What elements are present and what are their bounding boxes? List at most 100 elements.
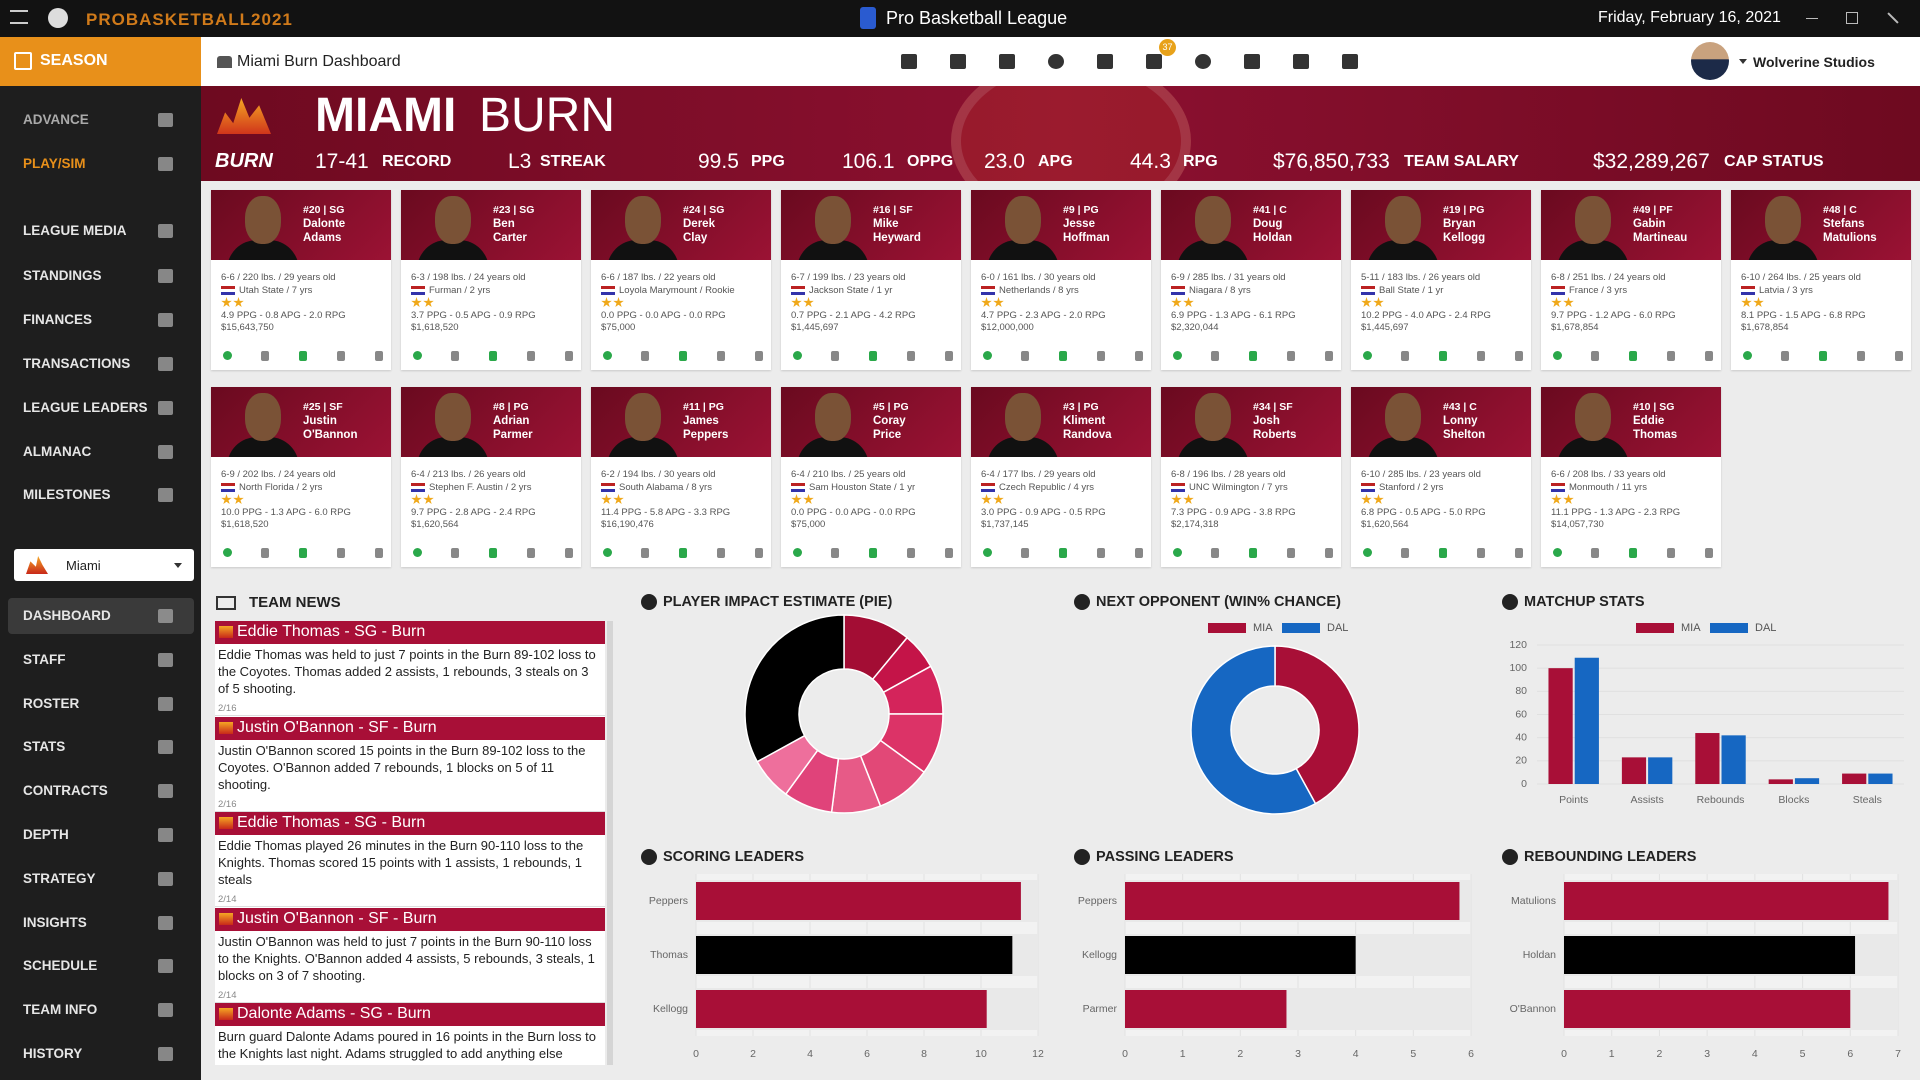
sidebar-item[interactable]: ADVANCE [8, 102, 194, 138]
player-action-icon[interactable] [1325, 351, 1333, 361]
player-action-icon[interactable] [869, 548, 877, 558]
player-action-icon[interactable] [983, 351, 992, 360]
player-action-icon[interactable] [1135, 351, 1143, 361]
toolbar-icon[interactable] [1097, 54, 1113, 69]
player-action-icon[interactable] [223, 548, 232, 557]
player-action-icon[interactable] [1135, 548, 1143, 558]
player-action-icon[interactable] [337, 351, 345, 361]
player-action-icon[interactable] [717, 351, 725, 361]
sidebar-item[interactable]: TRANSACTIONS [8, 346, 194, 382]
sidebar-item[interactable]: ALMANAC [8, 434, 194, 470]
player-action-icon[interactable] [261, 351, 269, 361]
team-select[interactable]: Miami [14, 549, 194, 581]
sidebar-item[interactable]: TEAM INFO [8, 992, 194, 1028]
player-action-icon[interactable] [793, 351, 802, 360]
player-action-icon[interactable] [451, 351, 459, 361]
player-action-icon[interactable] [1325, 548, 1333, 558]
sidebar-item[interactable]: DASHBOARD [8, 598, 194, 634]
restore-button[interactable] [1846, 12, 1858, 24]
player-action-icon[interactable] [1591, 548, 1599, 558]
player-action-icon[interactable] [261, 548, 269, 558]
player-action-icon[interactable] [413, 351, 422, 360]
player-action-icon[interactable] [907, 351, 915, 361]
toolbar-icon[interactable] [1195, 54, 1211, 69]
player-action-icon[interactable] [337, 548, 345, 558]
player-action-icon[interactable] [1097, 351, 1105, 361]
player-action-icon[interactable] [1097, 548, 1105, 558]
player-action-icon[interactable] [641, 548, 649, 558]
player-action-icon[interactable] [1667, 548, 1675, 558]
player-action-icon[interactable] [375, 548, 383, 558]
news-scrollbar[interactable] [607, 621, 613, 1065]
player-action-icon[interactable] [1629, 548, 1637, 558]
player-action-icon[interactable] [1211, 548, 1219, 558]
player-action-icon[interactable] [1021, 351, 1029, 361]
player-action-icon[interactable] [755, 351, 763, 361]
player-action-icon[interactable] [1363, 351, 1372, 360]
player-action-icon[interactable] [527, 351, 535, 361]
player-action-icon[interactable] [1211, 351, 1219, 361]
player-action-icon[interactable] [907, 548, 915, 558]
player-card[interactable]: #23 | SG Ben Carter 6-3 / 198 lbs. / 24 yea… [401, 190, 581, 370]
player-card[interactable]: #43 | C Lonny Shelton 6-10 / 285 lbs. / 23 … [1351, 387, 1531, 567]
sidebar-item[interactable]: LEAGUE MEDIA [8, 213, 194, 249]
player-action-icon[interactable] [1173, 548, 1182, 557]
player-action-icon[interactable] [299, 351, 307, 361]
player-action-icon[interactable] [1515, 548, 1523, 558]
news-headline[interactable]: Dalonte Adams - SG - Burn [237, 1005, 431, 1022]
player-action-icon[interactable] [1515, 351, 1523, 361]
player-action-icon[interactable] [679, 351, 687, 361]
sidebar-item[interactable]: STAFF [8, 642, 194, 678]
user-avatar[interactable] [1691, 42, 1729, 80]
player-card[interactable]: #24 | SG Derek Clay 6-6 / 187 lbs. / 22 yea… [591, 190, 771, 370]
news-headline[interactable]: Eddie Thomas - SG - Burn [237, 623, 426, 640]
player-action-icon[interactable] [223, 351, 232, 360]
player-action-icon[interactable] [1477, 351, 1485, 361]
sidebar-item[interactable]: SCHEDULE [8, 948, 194, 984]
player-action-icon[interactable] [1401, 548, 1409, 558]
player-action-icon[interactable] [1059, 351, 1067, 361]
player-action-icon[interactable] [375, 351, 383, 361]
menu-button[interactable] [10, 10, 28, 24]
player-action-icon[interactable] [717, 548, 725, 558]
player-action-icon[interactable] [755, 548, 763, 558]
player-action-icon[interactable] [451, 548, 459, 558]
player-action-icon[interactable] [565, 548, 573, 558]
sidebar-item[interactable]: INSIGHTS [8, 905, 194, 941]
toolbar-icon[interactable] [1244, 54, 1260, 69]
player-action-icon[interactable] [603, 351, 612, 360]
player-action-icon[interactable] [603, 548, 612, 557]
player-action-icon[interactable] [983, 548, 992, 557]
player-card[interactable]: #3 | PG Kliment Randova 6-4 / 177 lbs. / 29… [971, 387, 1151, 567]
player-card[interactable]: #8 | PG Adrian Parmer 6-4 / 213 lbs. / 26 y… [401, 387, 581, 567]
toolbar-icon[interactable] [1293, 54, 1309, 69]
player-action-icon[interactable] [1819, 351, 1827, 361]
player-action-icon[interactable] [527, 548, 535, 558]
player-card[interactable]: #25 | SF Justin O'Bannon 6-9 / 202 lbs. / 2… [211, 387, 391, 567]
player-action-icon[interactable] [1401, 351, 1409, 361]
player-action-icon[interactable] [1781, 351, 1789, 361]
player-action-icon[interactable] [1705, 548, 1713, 558]
player-card[interactable]: #10 | SG Eddie Thomas 6-6 / 208 lbs. / 33 y… [1541, 387, 1721, 567]
player-action-icon[interactable] [1439, 548, 1447, 558]
sidebar-item[interactable]: CONTRACTS [8, 773, 194, 809]
sidebar-item[interactable]: STATS [8, 729, 194, 765]
player-action-icon[interactable] [1667, 351, 1675, 361]
player-card[interactable]: #49 | PF Gabin Martineau 6-8 / 251 lbs. / 2… [1541, 190, 1721, 370]
player-action-icon[interactable] [1059, 548, 1067, 558]
player-action-icon[interactable] [1287, 351, 1295, 361]
player-action-icon[interactable] [679, 548, 687, 558]
player-action-icon[interactable] [489, 548, 497, 558]
player-action-icon[interactable] [299, 548, 307, 558]
player-action-icon[interactable] [1021, 548, 1029, 558]
player-action-icon[interactable] [831, 548, 839, 558]
season-tab[interactable]: SEASON [0, 37, 201, 86]
player-action-icon[interactable] [1477, 548, 1485, 558]
sidebar-item[interactable]: ROSTER [8, 686, 194, 722]
player-card[interactable]: #41 | C Doug Holdan 6-9 / 285 lbs. / 31 yea… [1161, 190, 1341, 370]
player-action-icon[interactable] [1173, 351, 1182, 360]
player-action-icon[interactable] [945, 351, 953, 361]
player-action-icon[interactable] [1249, 548, 1257, 558]
player-action-icon[interactable] [413, 548, 422, 557]
sidebar-item[interactable]: DEPTH [8, 817, 194, 853]
